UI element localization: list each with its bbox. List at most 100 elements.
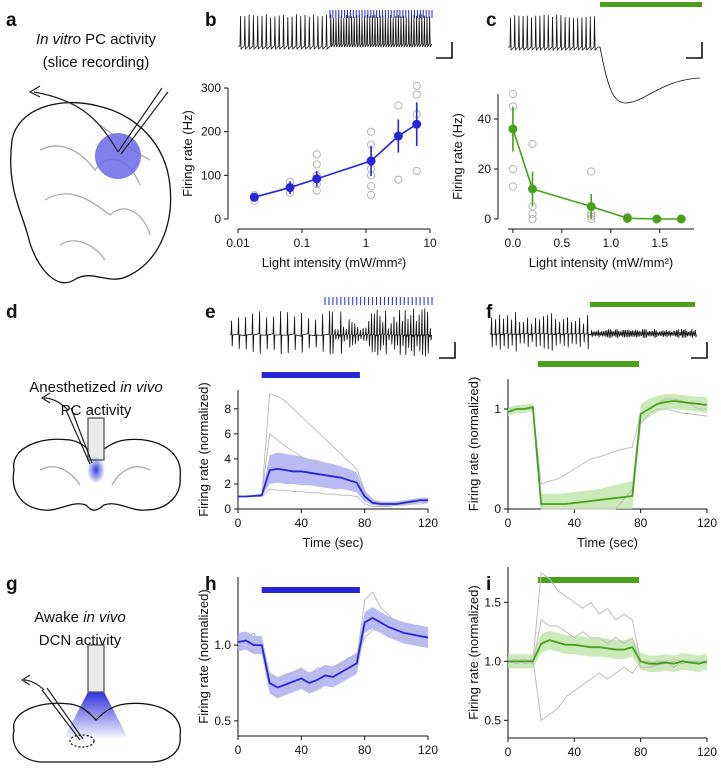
mean-point [366,156,376,166]
trial-point [366,127,376,136]
trial-point [528,209,537,219]
panel-label: i [486,574,491,595]
mean-line [238,468,428,505]
trial-point [412,166,421,176]
sem-band [238,452,428,506]
trial-point [366,190,376,200]
y-tick-label: 0 [224,502,231,516]
y-tick-label: 4 [224,452,231,466]
individual-line [237,591,429,699]
y-tick-label: 300 [201,81,221,95]
y-tick-label: 0.5 [214,714,231,728]
schematic-label: PC activity [61,402,132,419]
stimulus-bar [537,361,640,367]
stimulus-bar [261,372,360,378]
individual-line [237,629,429,679]
mean-point [508,124,518,134]
panel-label: e [205,302,216,323]
y-tick-label: 1.5 [484,595,501,609]
light-glow [87,456,105,484]
mean-point [312,174,322,184]
label-segment: In vitro [36,31,81,48]
label-segment: PC activity [61,402,132,419]
voltage-trace [508,14,701,104]
y-tick-label: 1.0 [214,638,231,652]
mean-point [586,202,596,211]
mean-line [507,400,708,505]
voltage-trace [489,312,697,352]
y-tick-label: 0 [214,212,221,226]
mean-point [249,192,259,202]
trial-point [508,164,517,174]
label-segment: Awake [34,609,83,626]
individual-line [507,658,707,722]
label-segment: in vivo [120,379,163,396]
x-tick-label: 0.01 [226,236,250,250]
trial-point [312,160,321,169]
label-segment: PC activity [81,31,157,48]
x-tick-label: 120 [418,743,438,757]
x-tick-label: 10 [423,236,437,250]
schematic-label: (slice recording) [43,54,150,71]
x-tick-label: 40 [295,743,309,757]
y-axis-label: Firing rate (normalized) [196,382,211,516]
x-tick-label: 120 [697,516,717,530]
x-tick-label: 0.0 [505,236,522,250]
y-axis-label: Firing rate (normalized) [196,589,211,723]
x-tick-label: 1.0 [602,236,619,250]
mean-point [676,214,686,224]
x-tick-label: 0 [235,743,242,757]
x-tick-label: 40 [568,745,582,759]
mean-point [412,119,422,129]
y-axis-label: Firing rate (Hz) [450,113,465,200]
x-tick-label: 80 [634,745,648,759]
stim-bar [590,302,695,307]
cerebellum-slice-drawing [10,102,172,284]
x-tick-label: 0 [505,516,512,530]
y-tick-label: 100 [201,168,221,182]
coronal-brain-drawing [12,644,181,763]
voltage-trace [238,14,433,50]
trial-point [412,90,421,99]
x-tick-label: 1 [363,236,370,250]
y-tick-label: 8 [224,402,231,416]
y-tick-label: 1.0 [484,654,501,668]
trial-point [412,81,421,90]
panel-label: c [486,10,497,31]
trial-point [508,182,517,191]
x-tick-label: 120 [697,745,717,759]
scale-bar [691,342,708,359]
individual-line [507,571,708,668]
individual-line [508,408,708,510]
trial-point [508,89,517,99]
x-tick-label: 0.5 [553,236,570,250]
trial-point [587,167,596,176]
panel-label: f [486,302,493,323]
scale-bar [686,42,703,59]
y-tick-label: 40 [478,112,492,126]
x-tick-label: 40 [295,516,309,530]
trial-point [312,186,321,195]
schematic-label: Anesthetized in vivo [29,379,162,396]
y-axis-label: Firing rate (normalized) [466,377,481,511]
sem-band [508,394,707,509]
label-segment: in vivo [83,609,126,626]
individual-line [508,398,707,485]
schematic-label: In vitro PC activity [36,31,157,48]
label-segment: DCN activity [39,632,122,649]
y-tick-label: 20 [478,162,492,176]
x-axis-label: Light intensity (mW/mm²) [262,255,406,270]
light-cone [64,692,128,738]
mean-line [237,616,429,689]
scale-bar [439,342,456,359]
y-tick-label: 6 [224,427,231,441]
panel-label: b [205,10,217,31]
mean-point [622,213,632,223]
trial-point [394,175,403,184]
mean-line [512,128,682,220]
y-tick-label: 2 [224,477,231,491]
x-axis-label: Time (sec) [577,535,638,550]
individual-line [508,619,708,668]
x-tick-label: 120 [418,516,438,530]
